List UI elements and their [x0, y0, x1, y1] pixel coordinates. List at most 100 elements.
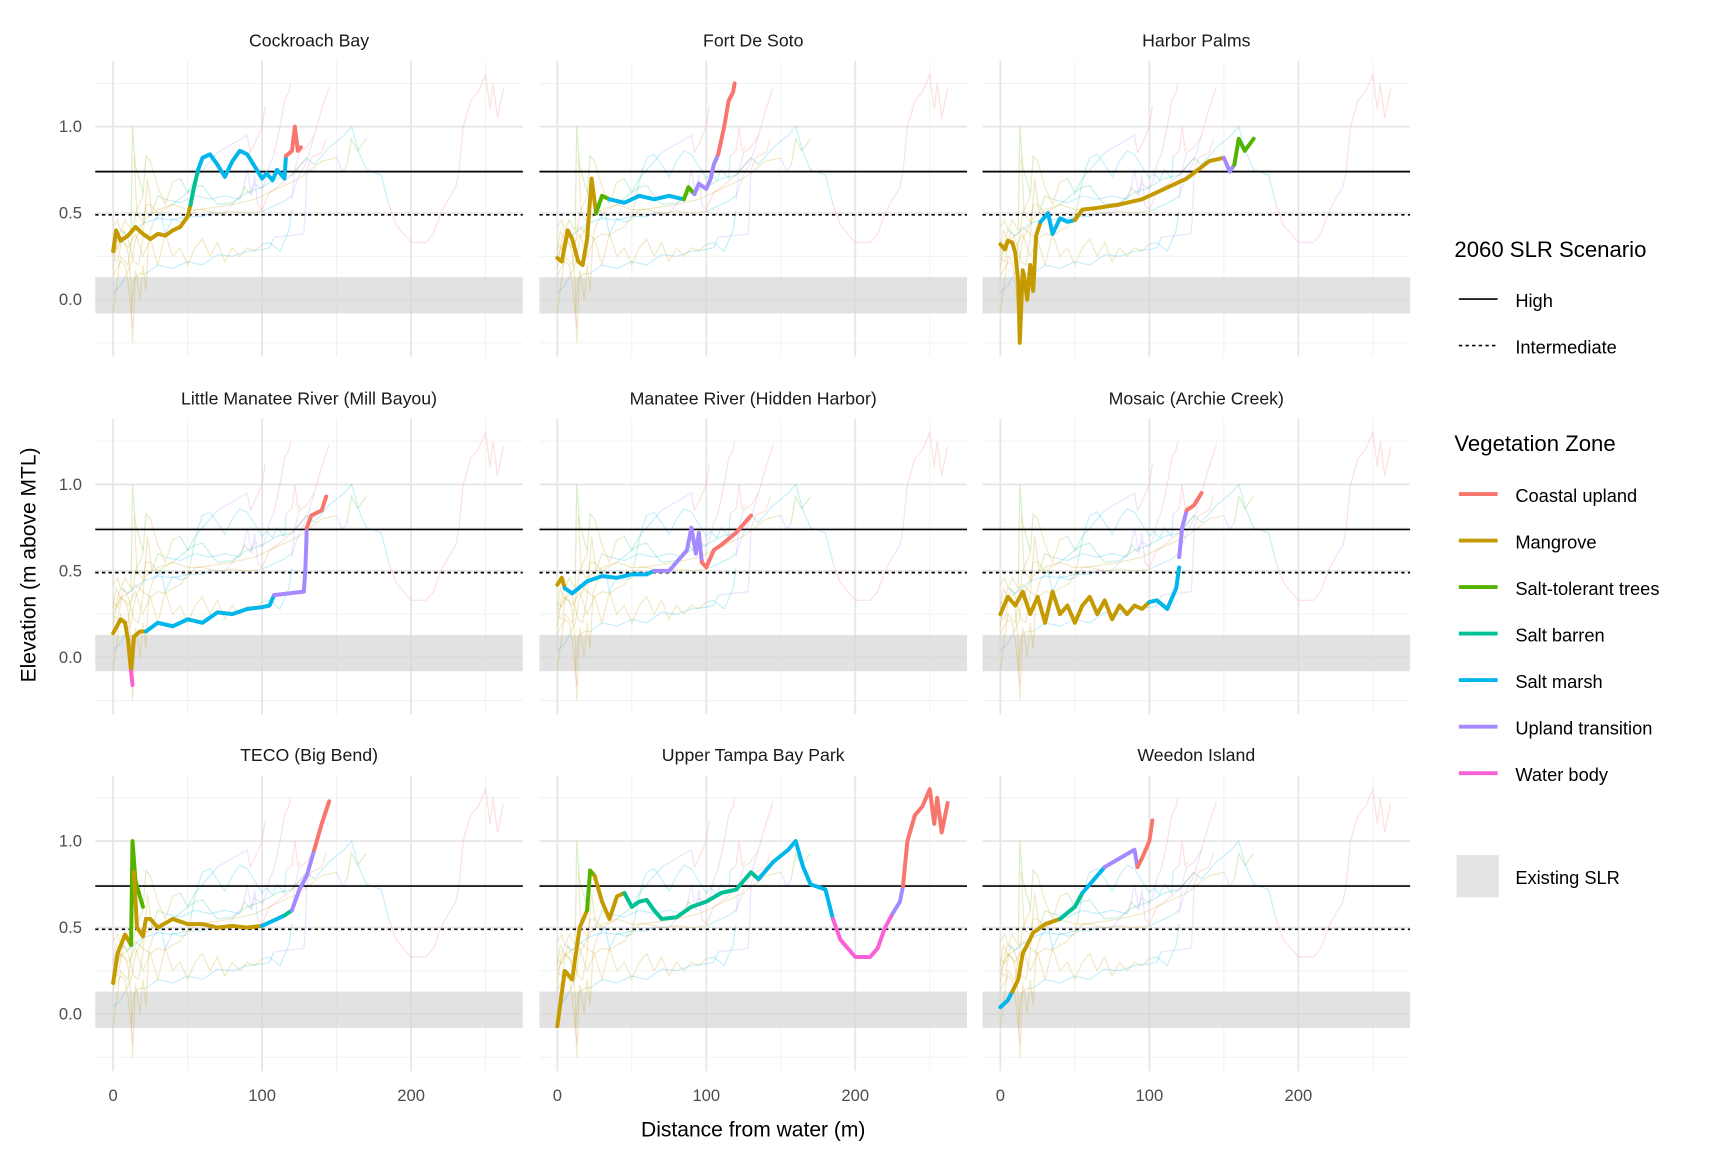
- ghost-profile-line: [641, 150, 731, 182]
- profile-segment-upland-transition: [1177, 508, 1189, 560]
- ghost-profile-line: [1007, 570, 1098, 595]
- ghost-profile-line: [1186, 134, 1203, 154]
- profile-segment-salt-barren: [622, 870, 761, 921]
- legend-key-existing-slr: [1456, 855, 1499, 898]
- ghost-profile-line: [718, 884, 752, 953]
- existing-slr-band: [982, 634, 1411, 672]
- ghost-profile-line: [1178, 492, 1203, 554]
- ghost-profile-line: [999, 276, 1013, 294]
- panel-title: Harbor Palms: [1142, 31, 1250, 51]
- ghost-profile-line: [291, 152, 300, 200]
- ghost-profile-line: [597, 569, 632, 594]
- ghost-profile-line: [458, 72, 505, 172]
- legend: 2060 SLR Scenario High Intermediate Vege…: [1454, 237, 1659, 898]
- ghost-profile-line: [832, 198, 894, 244]
- ghost-profile-line: [1160, 797, 1179, 869]
- ghost-profile-line: [447, 171, 460, 200]
- ghost-profile-line: [1126, 543, 1138, 558]
- ghost-profile-line: [165, 909, 240, 918]
- ghost-profile-line: [112, 933, 122, 946]
- ghost-profile-line: [999, 910, 1031, 1027]
- profile-segment-upland-transition: [890, 884, 905, 916]
- ghost-profile-line: [209, 169, 259, 214]
- ghost-profile-line: [1032, 237, 1162, 275]
- ghost-profile-line: [142, 512, 151, 554]
- panels: Cockroach Bay 0.0 0.5 1.0 Fort De Soto Harbor…: [59, 31, 1411, 1105]
- x-tick-label: 0: [109, 1086, 118, 1105]
- ghost-profile-line: [130, 1027, 134, 1042]
- ghost-profile-line: [112, 936, 154, 1058]
- zone-legend: Coastal upland Mangrove Salt-tolerant tree…: [1458, 485, 1659, 785]
- ghost-profile-line: [556, 218, 566, 231]
- ghost-profile-line: [447, 529, 460, 558]
- ghost-profile-line: [1149, 914, 1172, 927]
- profile-segment-mangrove: [1010, 916, 1062, 994]
- profile-segment-salt-marsh: [1038, 211, 1077, 236]
- ghost-profile-line: [112, 946, 263, 982]
- profile-segment-salt-marsh: [143, 593, 277, 634]
- ghost-profile-line: [1126, 185, 1138, 200]
- x-tick-label: 200: [841, 1086, 869, 1105]
- ghost-profile-line: [706, 209, 737, 253]
- ghost-profile-line: [112, 218, 132, 269]
- ghost-profile-line: [593, 518, 625, 564]
- ghost-profile-line: [574, 1027, 578, 1042]
- ghost-profile-line: [1074, 514, 1225, 579]
- ghost-profile-line: [112, 892, 153, 981]
- ghost-profile-line: [112, 231, 263, 268]
- profile-segment-salt-tolerant-trees: [129, 839, 145, 947]
- ghost-profile-line: [616, 536, 640, 563]
- ghost-profile-line: [717, 797, 736, 869]
- ghost-profile-line: [306, 853, 327, 885]
- ghost-profile-line: [597, 211, 632, 236]
- existing-slr-band: [539, 634, 968, 672]
- ghost-profile-line: [130, 313, 134, 328]
- ghost-profile-line: [217, 848, 251, 868]
- ghost-profile-line: [717, 441, 736, 513]
- ghost-profile-line: [458, 430, 505, 530]
- ghost-profile-line: [1275, 556, 1337, 601]
- ghost-profile-line: [291, 492, 315, 554]
- ghost-profile-line: [273, 797, 292, 869]
- ghost-profile-line: [631, 514, 781, 579]
- ghost-profile-line: [556, 231, 707, 268]
- profile-segment-upland-transition: [289, 847, 317, 913]
- ghost-profile-line: [1136, 511, 1162, 553]
- ghost-profile-line: [190, 527, 199, 563]
- ghost-profile-line: [556, 579, 599, 701]
- panel-title: Little Manatee River (Mill Bayou): [181, 388, 437, 408]
- y-axis-title: Elevation (m above MTL): [17, 447, 40, 682]
- ghost-profile-line: [718, 527, 752, 596]
- ghost-profile-line: [1104, 492, 1139, 511]
- ghost-profile-line: [556, 918, 636, 966]
- ghost-profile-line: [1233, 494, 1255, 523]
- ghost-profile-line: [638, 509, 663, 537]
- ghost-profile-line: [133, 157, 263, 224]
- profile-segment-salt-barren: [188, 167, 201, 207]
- ghost-profile-line: [1074, 871, 1225, 935]
- ghost-profile-line: [151, 194, 166, 214]
- profile-segment-mangrove: [555, 176, 599, 268]
- ghost-profile-line: [564, 927, 655, 951]
- ghost-profile-line: [313, 483, 390, 563]
- ghost-profile-line: [1032, 594, 1162, 632]
- ghost-profile-line: [1136, 463, 1153, 511]
- ghost-profile-line: [261, 200, 285, 212]
- ghost-profile-line: [249, 154, 275, 195]
- ghost-profile-line: [654, 169, 703, 214]
- x-tick-label: 0: [553, 1086, 562, 1105]
- ghost-profile-line: [706, 567, 737, 610]
- ghost-profile-line: [239, 185, 251, 200]
- ghost-profile-line: [729, 841, 746, 871]
- ghost-profile-line: [299, 134, 315, 154]
- ghost-profile-line: [999, 618, 1034, 672]
- ghost-profile-line: [1193, 496, 1215, 528]
- ghost-profile-line: [568, 203, 618, 278]
- ghost-profile-line: [112, 579, 154, 701]
- existing-slr-band: [539, 277, 968, 314]
- ghost-profile-line: [1037, 875, 1068, 921]
- ghost-profile-line: [273, 169, 308, 238]
- ghost-profile-line: [556, 618, 591, 672]
- ghost-profile-line: [145, 237, 275, 275]
- ghost-profile-line: [1029, 154, 1039, 196]
